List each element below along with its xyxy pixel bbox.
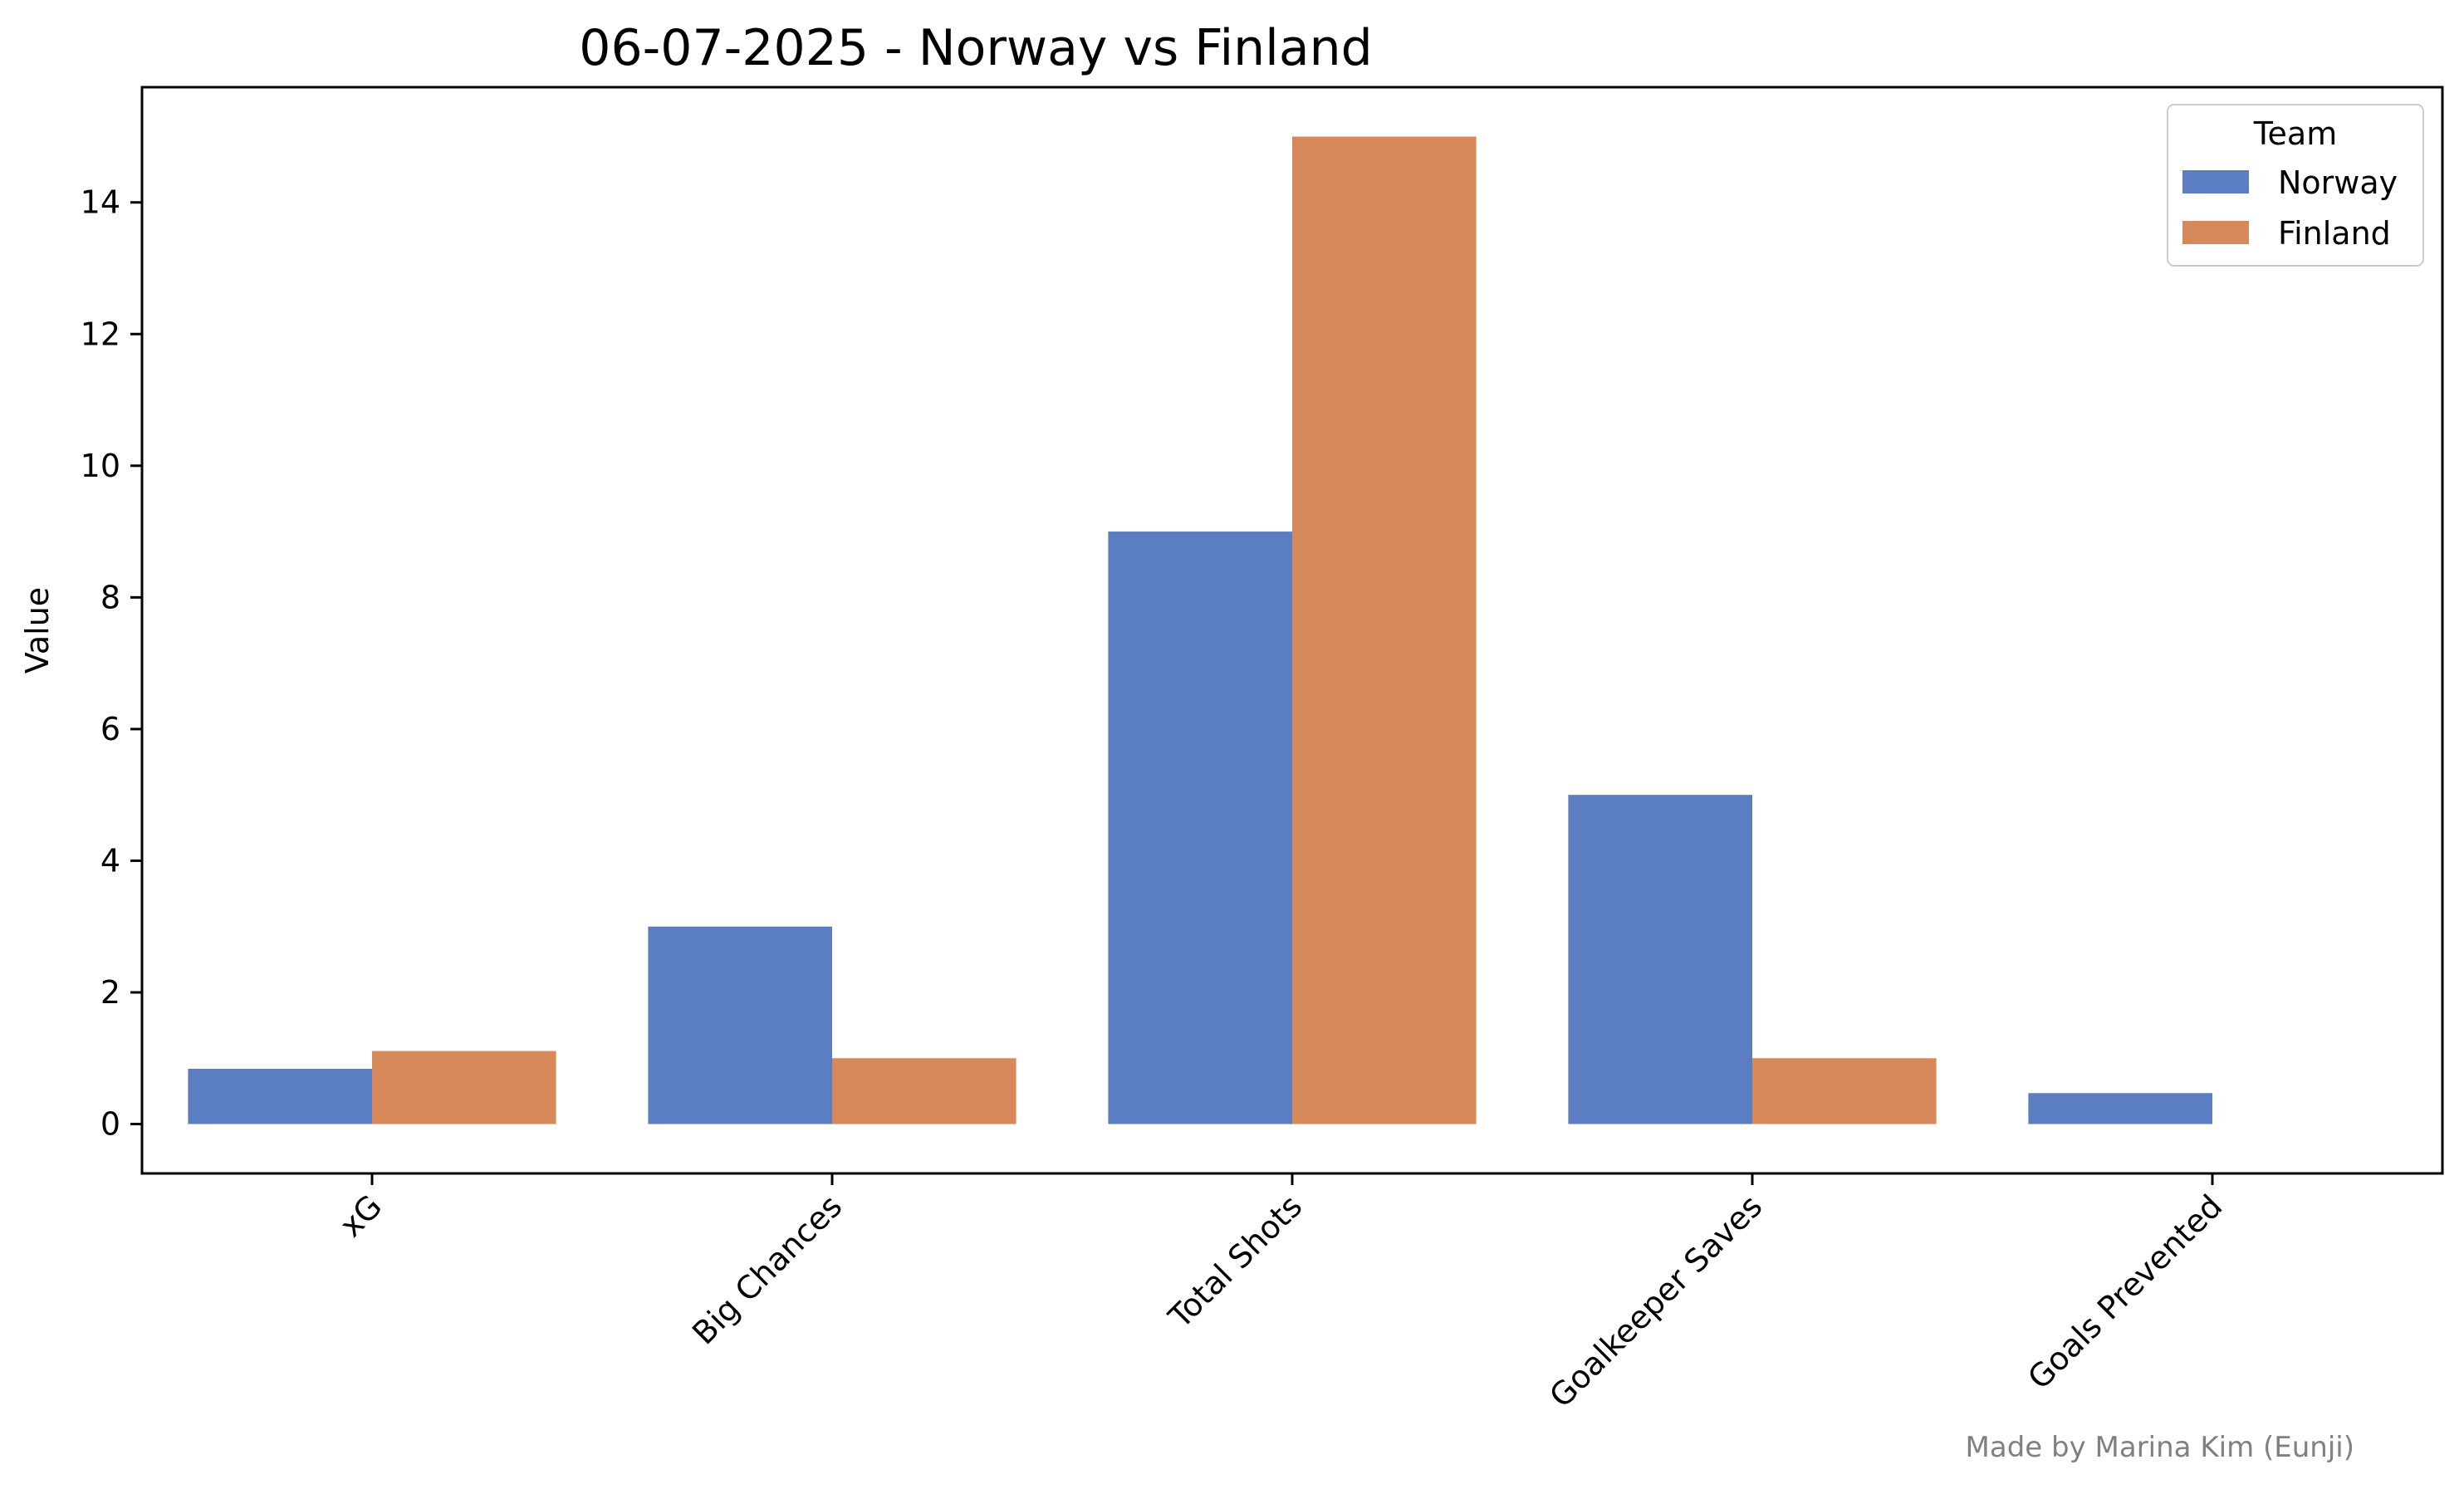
legend-label-norway: Norway	[2278, 164, 2398, 201]
bar-finland-big-chances	[832, 1058, 1016, 1124]
y-tick-label: 2	[100, 974, 120, 1011]
bars-layer	[188, 136, 2212, 1124]
bar-finland-xg	[372, 1051, 556, 1124]
y-tick-label: 14	[81, 184, 120, 221]
bar-norway-xg	[188, 1068, 372, 1124]
credit-note: Made by Marina Kim (Eunji)	[1966, 1431, 2354, 1464]
legend-swatch-finland	[2182, 221, 2249, 244]
y-tick-label: 6	[100, 711, 120, 747]
y-tick-label: 4	[100, 842, 120, 879]
bar-finland-total-shots	[1292, 136, 1477, 1124]
chart-title: 06-07-2025 - Norway vs Finland	[579, 19, 1372, 77]
bar-norway-goals-prevented	[2028, 1093, 2212, 1124]
bar-norway-goalkeeper-saves	[1568, 795, 1752, 1124]
y-tick-label: 8	[100, 579, 120, 615]
legend-label-finland: Finland	[2278, 215, 2391, 252]
y-axis-label: Value	[19, 587, 56, 673]
y-tick-label: 12	[81, 316, 120, 352]
bar-norway-big-chances	[648, 926, 832, 1124]
bar-norway-total-shots	[1108, 531, 1292, 1124]
legend-swatch-norway	[2182, 170, 2249, 193]
legend-title: Team	[2253, 115, 2337, 152]
y-tick-label: 0	[100, 1106, 120, 1143]
y-axis: 0 2 4 6 8 10 12 14	[81, 184, 142, 1143]
y-tick-label: 10	[81, 448, 120, 484]
bar-finland-goalkeeper-saves	[1752, 1058, 1937, 1124]
legend: Team Norway Finland	[2167, 104, 2424, 267]
